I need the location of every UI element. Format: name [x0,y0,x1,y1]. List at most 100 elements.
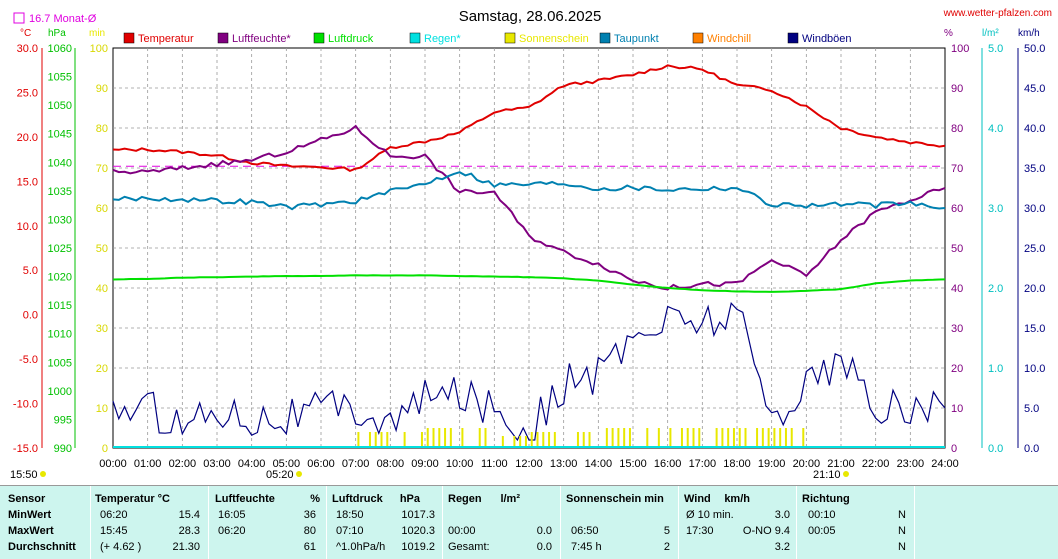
pressure-tick: 1040 [48,157,72,169]
stats-column-divider [326,486,327,559]
sun-bar [438,428,441,448]
humidity-tick: 90 [951,83,963,95]
time-tick: 19:00 [758,458,786,470]
sun-bar [680,428,683,448]
sun-bar [767,428,770,448]
unit-wind: km/h [1018,28,1040,39]
temp-tick: 30.0 [17,43,38,55]
stats-sun-time: 06:50 [571,525,599,537]
stats-wind: 3.2 [774,541,790,553]
stats-temp: 21.30 [172,541,200,553]
humidity-tick: 0 [951,443,957,455]
sun-bar [790,428,793,448]
sun-bar [478,428,481,448]
legend-swatch [692,32,704,44]
temp-tick: -5.0 [19,354,38,366]
sun-bar [432,428,435,448]
sun-bar [386,432,389,448]
pressure-tick: 1000 [48,386,72,398]
stats-hum-time: 06:20 [218,525,246,537]
sun-bar [368,432,371,448]
stats-divider [0,485,1058,486]
legend-swatch [409,32,421,44]
stats-dir-time: 00:05 [808,525,836,537]
current-time-icon [40,471,46,477]
time-tick: 11:00 [481,458,508,470]
stats-temp-time: (+ 4.62 ) [100,541,142,553]
temp-tick: -15.0 [13,443,38,455]
sun-bar [779,428,782,448]
stats-hum: 80 [303,525,316,537]
sun-bar [449,428,452,448]
sun-tick: 0 [102,443,108,455]
time-tick: 03:00 [203,458,231,470]
sun-bar [484,428,487,448]
sun-bar [513,436,516,448]
time-tick: 04:00 [238,458,266,470]
stats-header: Wind [684,493,711,505]
stats-press-time: 07:10 [336,525,364,537]
legend-swatch [123,32,135,44]
sun-bar [548,432,551,448]
humidity-tick: 20 [951,363,963,375]
time-tick: 08:00 [377,458,405,470]
stats-row-label: MaxWert [8,525,54,537]
sun-bar [617,428,620,448]
stats-dir: N [898,525,906,537]
pressure-tick: 1055 [48,72,72,84]
stats-hum: 61 [303,541,316,553]
sun-bar [501,436,504,448]
time-tick: 15:00 [619,458,647,470]
wind-tick: 40.0 [1024,123,1045,135]
temp-tick: 0.0 [23,310,38,322]
sun-bar [698,428,701,448]
time-tick: 10:00 [446,458,474,470]
sunset-icon [843,471,849,477]
wind-tick: 45.0 [1024,83,1045,95]
stats-header: km/h [724,493,750,505]
unit-pressure: hPa [48,28,66,39]
stats-rain: 0.0 [536,525,552,537]
month-avg-label: 16.7 Monat-Ø [29,13,97,25]
temp-tick: 15.0 [17,176,38,188]
sun-bar [461,428,464,448]
humidity-tick: 30 [951,323,963,335]
stats-column-divider [796,486,797,559]
stats-press: 1020.3 [401,525,435,537]
sun-bar [553,432,556,448]
rain-tick: 3.0 [988,203,1003,215]
sun-tick: 70 [96,163,108,175]
time-tick: 21:00 [827,458,855,470]
stats-dir-time: 00:10 [808,509,836,521]
sun-bar [576,432,579,448]
sun-bar [426,428,429,448]
stats-dir: N [898,541,906,553]
legend-label: Windböen [802,33,852,45]
stats-header: Regen [448,493,482,505]
sunrise-label: 05:20 [266,469,294,481]
sun-bar [403,432,406,448]
stats-column-divider [560,486,561,559]
stats-sun: 5 [663,525,670,537]
sun-bar [444,428,447,448]
time-tick: 06:00 [307,458,335,470]
humidity-tick: 100 [951,43,969,55]
sun-bar [582,432,585,448]
time-tick: 07:00 [342,458,370,470]
current-time-label: 15:50 [10,469,38,481]
stats-rain: 0.0 [536,541,552,553]
stats-header: % [310,493,320,505]
stats-press: 1019.2 [401,541,435,553]
humidity-tick: 40 [951,283,963,295]
legend-label: Sonnenschein [519,33,589,45]
stats-temp: 15.4 [178,509,200,521]
sun-bar [420,432,423,448]
wind-tick: 15.0 [1024,323,1045,335]
pressure-tick: 995 [54,414,72,426]
sun-bar [773,428,776,448]
stats-panel [0,486,1058,559]
wind-tick: 10.0 [1024,363,1045,375]
site-link[interactable]: www.wetter-pfalzen.com [943,8,1052,19]
stats-column-divider [442,486,443,559]
stats-column-divider [208,486,209,559]
